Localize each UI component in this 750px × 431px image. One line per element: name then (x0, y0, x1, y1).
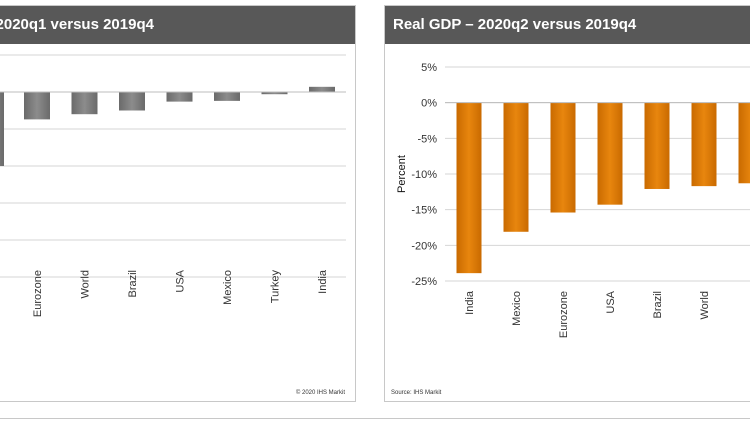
bottom-panel-edge (0, 418, 750, 431)
category-label: Brazil (127, 270, 139, 298)
bar (504, 103, 529, 232)
category-label: USA (175, 269, 187, 292)
category-label: India (464, 290, 476, 315)
category-label: Eurozone (32, 270, 44, 317)
y-tick-label: -25% (411, 276, 437, 288)
bar (309, 87, 335, 92)
category-label: World (80, 270, 92, 299)
category-label: World (699, 291, 711, 320)
chart-source-q2: Source: IHS Markit (391, 390, 441, 396)
chart-title-q1: – 2020q1 versus 2019q4 (0, 6, 355, 44)
category-label: Brazil (652, 291, 664, 319)
category-label: Eurozone (558, 291, 570, 338)
category-label: Mexico (511, 291, 523, 326)
bar (551, 103, 576, 213)
y-tick-label: 0% (421, 98, 437, 110)
chart-source-q1: © 2020 IHS Markit (296, 390, 345, 396)
y-tick-label: -20% (411, 240, 437, 252)
category-label: USA (605, 290, 617, 313)
bar (24, 92, 50, 119)
chart-panel-q2: Real GDP – 2020q2 versus 2019q4 5% 0% -5% -… (384, 5, 750, 402)
bar-chart-q2: 5% 0% -5% -10% -15% -20% -25% Percent India Mexic… (385, 44, 750, 401)
bar (0, 92, 4, 166)
bar (214, 92, 240, 101)
bar (457, 103, 482, 273)
bar (692, 103, 717, 186)
bar (598, 103, 623, 205)
y-tick-label: -10% (411, 169, 437, 181)
y-tick-label: -15% (411, 205, 437, 217)
bar (72, 92, 98, 114)
y-axis-label: Percent (396, 155, 408, 193)
category-label: India (317, 269, 329, 294)
bar (645, 103, 670, 189)
chart-panel-q1: – 2020q1 versus 2019q4 Eurozone World Braz… (0, 5, 356, 402)
y-tick-label: -5% (417, 133, 437, 145)
bar (739, 103, 750, 184)
chart-title-q2: Real GDP – 2020q2 versus 2019q4 (385, 6, 750, 44)
y-tick-label: 5% (421, 62, 437, 74)
category-label: Turkey (270, 270, 282, 304)
category-label: Mexico (222, 270, 234, 305)
bar-chart-q1: Eurozone World Brazil USA Mexico Turkey India (0, 44, 355, 401)
bar (167, 92, 193, 102)
bar (119, 92, 145, 111)
